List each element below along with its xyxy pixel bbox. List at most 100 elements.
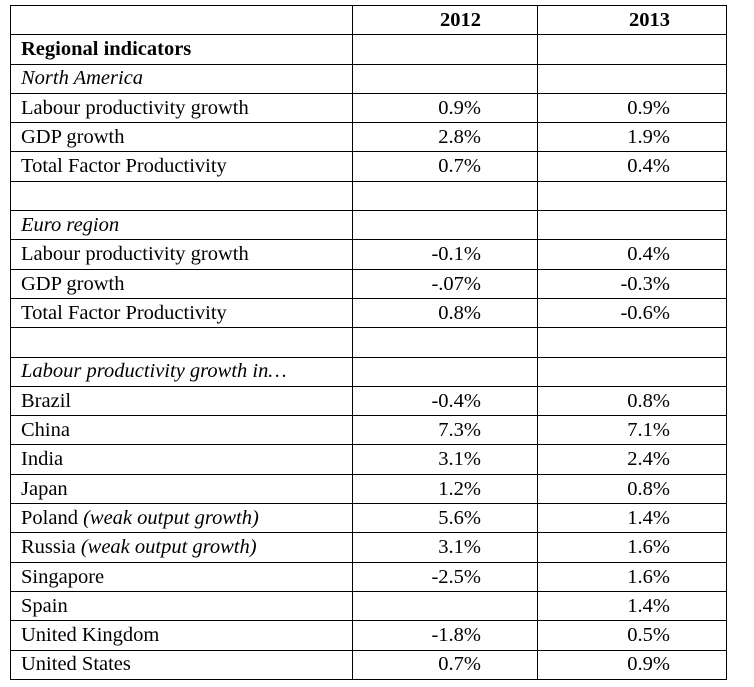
row-label: India — [10, 444, 353, 475]
value-2013: 0.5% — [537, 620, 727, 651]
value-2013: 7.1% — [537, 415, 727, 446]
value-2013: 1.4% — [537, 590, 727, 622]
empty-cell — [352, 34, 538, 65]
empty-cell — [10, 180, 353, 212]
value-2012: 5.6% — [352, 503, 538, 534]
value-2012: -.07% — [352, 268, 538, 299]
row-label: United Kingdom — [10, 620, 353, 651]
country-name: Brazil — [21, 389, 72, 412]
table-row: Brazil -0.4% 0.8% — [10, 385, 727, 417]
country-name: Spain — [21, 594, 68, 617]
empty-cell — [352, 210, 538, 241]
row-label: Total Factor Productivity — [10, 151, 353, 182]
value-2012: 7.3% — [352, 415, 538, 446]
row-label: Japan — [10, 473, 353, 505]
value-2013: 1.9% — [537, 122, 727, 153]
value-2013: -0.3% — [537, 268, 727, 299]
table-row: Japan 1.2% 0.8% — [10, 473, 727, 505]
title-row: Regional indicators — [10, 34, 727, 65]
row-label: Spain — [10, 590, 353, 622]
value-2013: 0.9% — [537, 649, 727, 680]
value-2012: 2.8% — [352, 122, 538, 153]
value-2013: 0.8% — [537, 473, 727, 505]
country-name: United Kingdom — [21, 624, 160, 647]
value-2012: 0.8% — [352, 297, 538, 329]
country-name: United States — [21, 653, 131, 676]
spacer-row — [10, 327, 727, 358]
empty-cell — [537, 356, 727, 387]
table-row: Poland (weak output growth) 5.6% 1.4% — [10, 503, 727, 534]
value-2013: 0.4% — [537, 151, 727, 182]
section-heading-row: Euro region — [10, 210, 727, 241]
value-2012: 3.1% — [352, 444, 538, 475]
row-label: United States — [10, 649, 353, 680]
table-row: Spain 1.4% — [10, 590, 727, 622]
country-note: (weak output growth) — [83, 506, 259, 529]
country-name: Japan — [21, 477, 68, 500]
row-label: GDP growth — [10, 122, 353, 153]
value-2012: 3.1% — [352, 532, 538, 563]
country-name: China — [21, 419, 70, 442]
value-2013: 0.4% — [537, 239, 727, 270]
row-label: Poland (weak output growth) — [10, 503, 353, 534]
empty-cell — [537, 327, 727, 358]
section-heading-euro-region: Euro region — [10, 210, 353, 241]
spacer-row — [10, 180, 727, 212]
row-label: GDP growth — [10, 268, 353, 299]
regional-indicators-table: 2012 2013 Regional indicators North Amer… — [10, 4, 727, 680]
table-row: Singapore -2.5% 1.6% — [10, 561, 727, 592]
empty-cell — [537, 210, 727, 241]
value-2013: 1.6% — [537, 532, 727, 563]
row-label: Labour productivity growth — [10, 239, 353, 270]
indicators-table-container: 2012 2013 Regional indicators North Amer… — [10, 4, 727, 680]
country-note: (weak output growth) — [80, 536, 257, 559]
value-2012: 1.2% — [352, 473, 538, 505]
table-row: Total Factor Productivity 0.7% 0.4% — [10, 151, 727, 182]
country-name: India — [21, 448, 64, 471]
row-label: Total Factor Productivity — [10, 297, 353, 329]
row-label: China — [10, 415, 353, 446]
table-row: United Kingdom -1.8% 0.5% — [10, 620, 727, 651]
empty-cell — [352, 356, 538, 387]
country-name: Russia — [21, 536, 76, 559]
table-row: China 7.3% 7.1% — [10, 415, 727, 446]
value-2013: 1.4% — [537, 503, 727, 534]
country-name: Poland — [21, 506, 78, 529]
row-label: Russia (weak output growth) — [10, 532, 353, 563]
table-row: GDP growth -.07% -0.3% — [10, 268, 727, 299]
empty-cell — [537, 180, 727, 212]
empty-cell — [10, 327, 353, 358]
empty-cell — [352, 327, 538, 358]
country-name: Singapore — [21, 565, 105, 588]
section-heading-row: Labour productivity growth in… — [10, 356, 727, 387]
value-2013: 0.8% — [537, 385, 727, 417]
empty-cell — [537, 63, 727, 94]
table-row: Russia (weak output growth) 3.1% 1.6% — [10, 532, 727, 563]
table-row: India 3.1% 2.4% — [10, 444, 727, 475]
value-2012: -1.8% — [352, 620, 538, 651]
column-header-2013: 2013 — [537, 4, 727, 36]
column-header-2012: 2012 — [352, 4, 538, 36]
table-row: Labour productivity growth -0.1% 0.4% — [10, 239, 727, 270]
section-heading-north-america: North America — [10, 63, 353, 94]
empty-cell — [537, 34, 727, 65]
row-label: Singapore — [10, 561, 353, 592]
value-2012: -0.4% — [352, 385, 538, 417]
value-2012: -0.1% — [352, 239, 538, 270]
value-2012: 0.9% — [352, 92, 538, 124]
row-label: Labour productivity growth — [10, 92, 353, 124]
value-2013: 1.6% — [537, 561, 727, 592]
empty-cell — [352, 180, 538, 212]
table-row: United States 0.7% 0.9% — [10, 649, 727, 680]
value-2012: -2.5% — [352, 561, 538, 592]
section-heading-row: North America — [10, 63, 727, 94]
value-2013: -0.6% — [537, 297, 727, 329]
table-title: Regional indicators — [10, 34, 353, 65]
empty-cell — [352, 63, 538, 94]
table-row: Labour productivity growth 0.9% 0.9% — [10, 92, 727, 124]
value-2013: 0.9% — [537, 92, 727, 124]
table-header-row: 2012 2013 — [10, 4, 727, 36]
table-row: GDP growth 2.8% 1.9% — [10, 122, 727, 153]
section-heading-countries: Labour productivity growth in… — [10, 356, 353, 387]
row-label: Brazil — [10, 385, 353, 417]
